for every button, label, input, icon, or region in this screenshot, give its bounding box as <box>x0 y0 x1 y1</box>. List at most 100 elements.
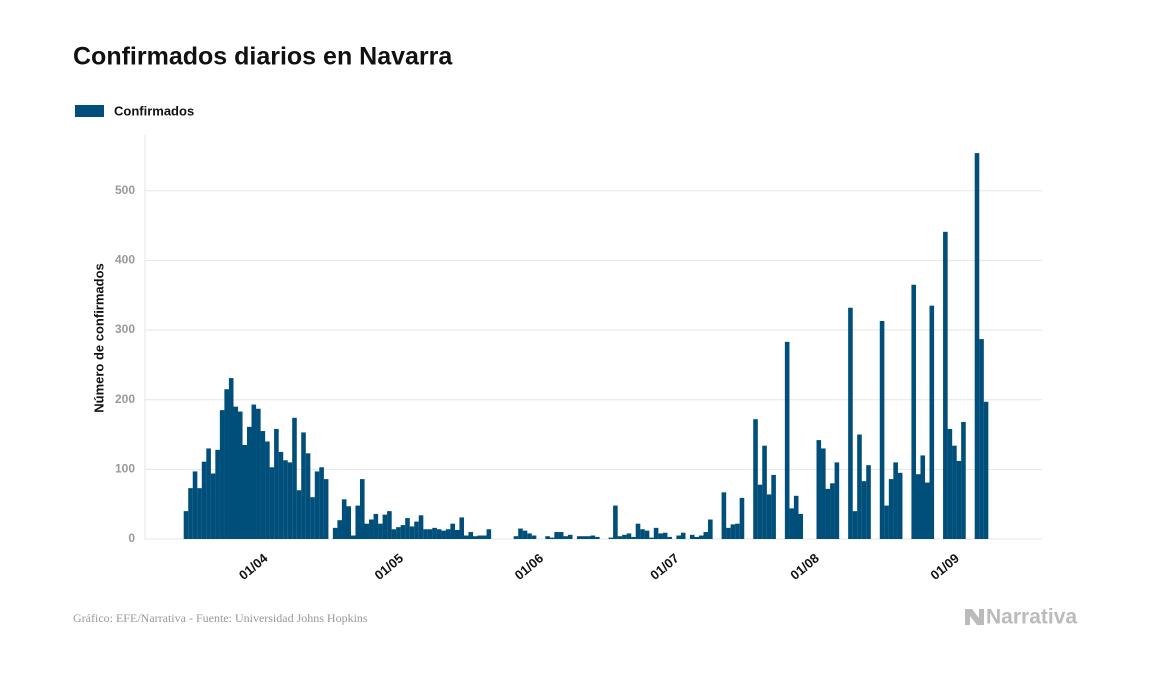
bar <box>979 339 984 539</box>
bar <box>527 533 532 539</box>
bar <box>242 444 248 539</box>
bar <box>301 432 306 539</box>
x-tick-label: 01/09 <box>927 550 962 582</box>
bar <box>260 431 266 539</box>
bar <box>287 462 293 539</box>
bar <box>355 505 361 539</box>
bar <box>640 529 645 539</box>
bar <box>590 535 596 539</box>
bar <box>739 497 745 539</box>
bar <box>323 479 329 539</box>
bar <box>197 488 202 539</box>
bar <box>644 530 650 539</box>
bar <box>943 231 948 540</box>
bar <box>224 389 229 539</box>
bar <box>793 495 799 539</box>
bar <box>215 449 220 539</box>
bar <box>689 534 695 539</box>
bar <box>296 490 302 539</box>
brand-logo <box>965 609 984 625</box>
x-tick-label: 01/06 <box>512 550 547 582</box>
bar <box>635 523 641 539</box>
bar <box>522 530 528 539</box>
y-tick-label: 200 <box>115 392 135 406</box>
bar <box>653 527 659 539</box>
bar <box>848 307 853 539</box>
bar <box>292 417 297 539</box>
bar <box>396 527 401 539</box>
bar <box>414 521 419 539</box>
bar <box>283 460 288 539</box>
bar <box>341 499 347 539</box>
bar <box>228 378 234 539</box>
bar <box>206 448 211 539</box>
bar <box>513 536 519 539</box>
bar <box>454 529 460 539</box>
bar <box>658 533 663 539</box>
bar <box>246 426 252 539</box>
bar <box>576 536 582 539</box>
bar <box>911 284 917 539</box>
bar <box>915 474 921 539</box>
x-tick-label: 01/08 <box>787 550 822 582</box>
bar <box>631 536 636 539</box>
bar <box>821 448 826 539</box>
bar <box>613 505 618 539</box>
x-tick-label: 01/04 <box>236 550 271 583</box>
bar <box>784 341 790 539</box>
bar <box>662 532 668 539</box>
bar <box>893 462 898 539</box>
bar <box>879 320 885 539</box>
bar <box>549 537 555 539</box>
bar <box>816 440 822 539</box>
bar <box>319 467 324 539</box>
bar <box>757 484 763 539</box>
bar <box>961 421 966 539</box>
bar <box>753 419 758 539</box>
bar <box>201 461 207 539</box>
bar <box>251 404 257 539</box>
bar <box>617 536 623 539</box>
bar <box>468 532 474 539</box>
bar <box>391 529 397 539</box>
y-tick-label: 300 <box>115 322 135 336</box>
bar <box>423 529 428 539</box>
bar <box>825 488 831 539</box>
bar <box>667 536 672 539</box>
bar <box>373 513 379 539</box>
bar <box>278 451 284 539</box>
bar <box>274 428 279 539</box>
brand: Narrativa <box>986 606 1077 629</box>
bar <box>463 535 469 539</box>
bar <box>721 492 727 539</box>
bar <box>771 474 776 539</box>
bar <box>563 536 568 539</box>
bar <box>359 479 365 539</box>
bar <box>920 455 926 539</box>
bar <box>269 467 275 539</box>
bar <box>897 472 903 539</box>
bar <box>789 508 794 539</box>
bar <box>310 497 315 539</box>
bar <box>350 535 356 539</box>
bar <box>956 460 962 539</box>
bar <box>730 524 736 539</box>
bar <box>595 536 600 539</box>
bar <box>888 479 894 539</box>
bar <box>567 534 573 539</box>
bar <box>766 494 772 539</box>
bar <box>649 537 654 539</box>
bar <box>884 505 889 539</box>
bar <box>558 532 564 539</box>
bar <box>188 488 193 539</box>
chart-title: Confirmados diarios en Navarra <box>73 43 453 71</box>
bar <box>445 529 451 539</box>
bar <box>762 445 767 539</box>
bar <box>405 518 410 539</box>
bar <box>192 471 198 539</box>
bar <box>798 513 804 539</box>
bar <box>694 536 700 539</box>
legend-swatch <box>75 105 104 117</box>
bar <box>418 515 424 539</box>
